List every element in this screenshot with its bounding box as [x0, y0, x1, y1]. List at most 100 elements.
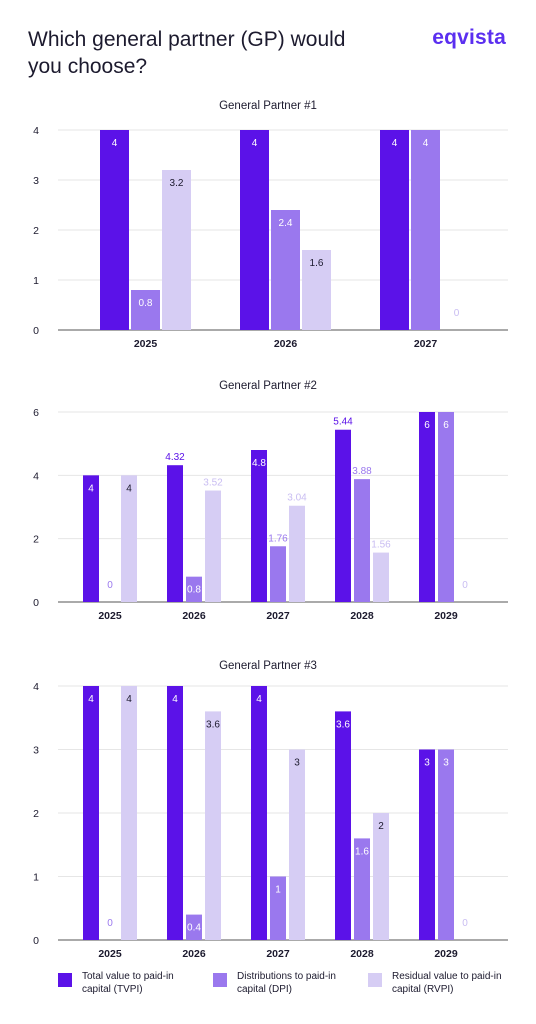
bar-tvpi	[419, 412, 435, 602]
legend-label-dpi: Distributions to paid-in capital (DPI)	[237, 971, 336, 995]
bar-dpi	[186, 914, 202, 940]
data-label-rvpi: 0	[454, 308, 460, 319]
bar-rvpi	[302, 250, 331, 330]
data-label-rvpi: 4	[126, 694, 132, 705]
chart-gp3: General Partner #301234404202540.43.6202…	[33, 660, 508, 960]
bar-tvpi	[335, 429, 351, 602]
bar-rvpi	[162, 170, 191, 330]
x-tick-label: 2027	[266, 610, 290, 622]
y-tick-label: 4	[33, 681, 39, 693]
data-label-rvpi: 2	[378, 821, 384, 832]
data-label-dpi: 4	[423, 138, 429, 149]
bar-dpi	[270, 876, 286, 940]
data-label-rvpi: 3.04	[287, 493, 307, 504]
bar-tvpi	[419, 749, 435, 940]
data-label-rvpi: 3.2	[170, 178, 184, 189]
y-tick-label: 4	[33, 125, 39, 137]
legend-swatch-rvpi	[368, 973, 382, 987]
data-label-dpi: 0	[107, 918, 113, 929]
bar-tvpi	[83, 686, 99, 940]
legend-label-rvpi: Residual value to paid-in capital (RVPI)	[392, 971, 502, 995]
data-label-dpi: 0.8	[139, 298, 153, 309]
data-label-dpi: 2.4	[279, 218, 293, 229]
data-label-tvpi: 4	[392, 138, 398, 149]
x-tick-label: 2029	[434, 610, 458, 622]
bar-rvpi	[205, 711, 221, 940]
x-tick-label: 2025	[98, 610, 122, 622]
brand-logo: eqvista	[432, 26, 506, 49]
data-label-tvpi: 3.6	[336, 719, 350, 730]
bar-tvpi	[167, 686, 183, 940]
y-tick-label: 3	[33, 175, 39, 187]
bar-tvpi	[167, 465, 183, 602]
legend-item-rvpi: Residual value to paid-in capital (RVPI)	[368, 970, 502, 996]
data-label-rvpi: 1.6	[310, 258, 324, 269]
chart-title: General Partner #1	[219, 100, 317, 112]
chart-gp2: General Partner #2 0 2 4 6 4 0 4 2025 4.32 0.8 3.52…	[33, 380, 508, 622]
bar-dpi	[411, 130, 440, 330]
x-tick-label: 2026	[182, 948, 206, 960]
data-label-dpi: 6	[443, 420, 449, 431]
data-label-dpi: 0	[107, 580, 113, 591]
data-label-rvpi: 1.56	[371, 540, 391, 551]
legend-item-dpi: Distributions to paid-in capital (DPI)	[213, 970, 347, 996]
bar-tvpi	[100, 130, 129, 330]
bar-rvpi	[121, 686, 137, 940]
data-label-dpi: 1.6	[355, 846, 369, 857]
data-label-tvpi: 4	[88, 694, 94, 705]
data-label-tvpi: 6	[424, 420, 430, 431]
data-label-tvpi: 3	[424, 758, 430, 769]
chart-title: General Partner #2	[219, 380, 317, 392]
data-label-tvpi: 4.32	[165, 452, 185, 463]
data-label-tvpi: 4	[112, 138, 118, 149]
x-tick-label: 2028	[350, 610, 374, 622]
x-tick-label: 2029	[434, 948, 458, 960]
legend-label-tvpi: Total value to paid-in capital (TVPI)	[82, 971, 174, 995]
data-label-dpi: 1	[275, 885, 281, 896]
bar-tvpi	[251, 450, 267, 602]
bar-dpi	[270, 546, 286, 602]
y-tick-label: 2	[33, 225, 39, 237]
x-tick-label: 2025	[98, 948, 122, 960]
chart-title: General Partner #3	[219, 660, 317, 672]
x-tick-label: 2026	[182, 610, 206, 622]
bar-tvpi	[251, 686, 267, 940]
data-label-rvpi: 4	[126, 483, 132, 494]
y-tick-label: 1	[33, 872, 39, 884]
header: Which general partner (GP) would you cho…	[28, 26, 508, 86]
data-label-tvpi: 4	[172, 694, 178, 705]
y-tick-label: 2	[33, 534, 39, 546]
x-tick-label: 2028	[350, 948, 374, 960]
bar-rvpi	[205, 490, 221, 602]
y-tick-label: 4	[33, 470, 39, 482]
data-label-tvpi: 4	[256, 694, 262, 705]
bar-rvpi	[373, 813, 389, 940]
bar-dpi	[131, 290, 160, 330]
legend: Total value to paid-in capital (TVPI) Di…	[58, 970, 518, 1010]
data-label-dpi: 0.4	[187, 923, 201, 934]
data-label-dpi: 3.88	[352, 466, 372, 477]
data-label-tvpi: 4.8	[252, 458, 266, 469]
x-tick-label: 2026	[274, 338, 298, 350]
y-tick-label: 2	[33, 808, 39, 820]
data-label-dpi: 3	[443, 758, 449, 769]
x-tick-label: 2027	[266, 948, 290, 960]
bar-dpi	[186, 576, 202, 602]
bar-tvpi	[83, 475, 99, 602]
legend-swatch-tvpi	[58, 973, 72, 987]
y-tick-label: 3	[33, 745, 39, 757]
bar-rvpi	[121, 475, 137, 602]
data-label-tvpi: 4	[88, 483, 94, 494]
page-title: Which general partner (GP) would you cho…	[28, 28, 346, 78]
bar-tvpi	[240, 130, 269, 330]
data-label-dpi: 1.76	[268, 533, 288, 544]
data-label-rvpi: 3.6	[206, 719, 220, 730]
chart-gp1: General Partner #1 0 1 2 3 4 4 0.8 3.2 2025 4 2.4 1.…	[33, 100, 508, 350]
data-label-tvpi: 4	[252, 138, 258, 149]
legend-swatch-dpi	[213, 973, 227, 987]
x-tick-label: 2027	[414, 338, 438, 350]
bar-dpi	[438, 749, 454, 940]
y-tick-label: 0	[33, 325, 39, 337]
data-label-rvpi: 0	[462, 580, 468, 591]
bar-tvpi	[380, 130, 409, 330]
